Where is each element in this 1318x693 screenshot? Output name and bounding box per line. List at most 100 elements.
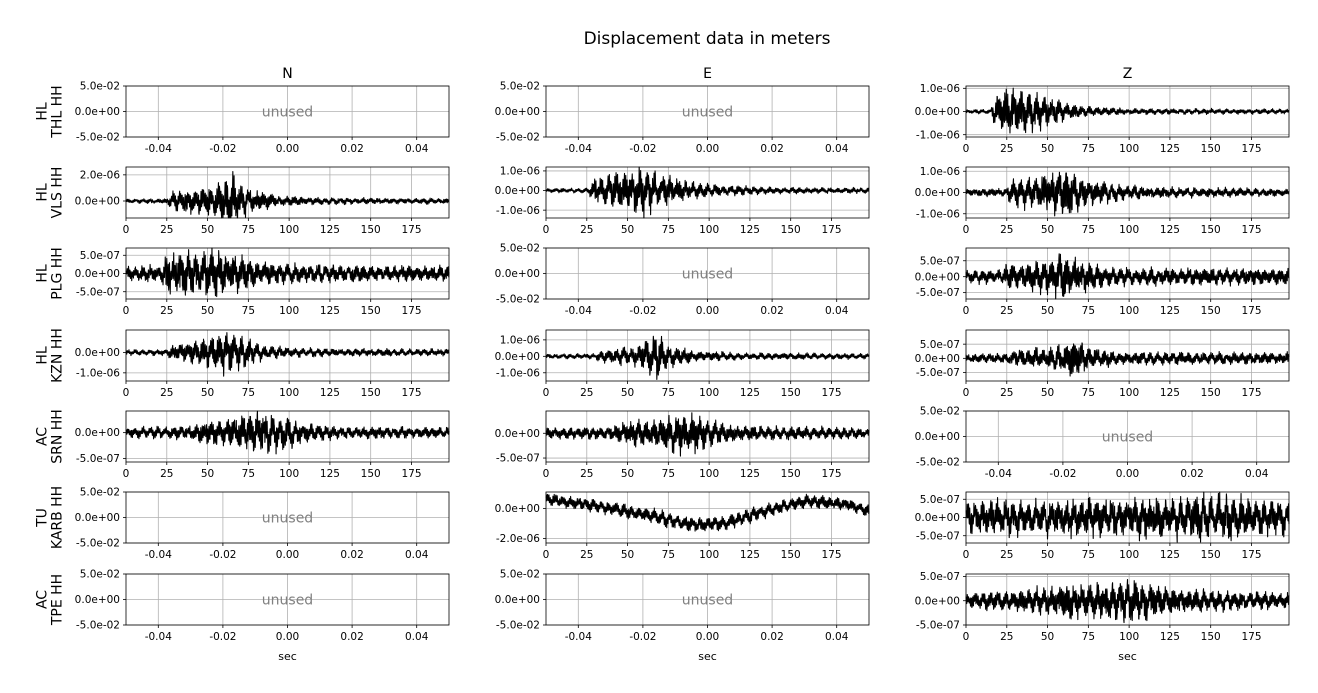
panel-z-data: 0 25 50 75 100 125 150 175 1.0e-06 0.0e+00 -1.0e-0… [915, 166, 1290, 236]
y-tick-label: 0.0e+00 [75, 106, 120, 118]
column-title-e: E [703, 66, 712, 82]
x-tick-label: 75 [662, 387, 675, 399]
panel-n-unused: unused -0.04 -0.02 0.00 0.02 0.04 5.0e-02 0.0e+… [75, 487, 450, 561]
y-tick-label: 0.0e+00 [495, 594, 540, 606]
x-tick-label: 0 [963, 631, 970, 643]
y-tick-label: -5.0e-02 [496, 132, 540, 144]
y-tick-label: 5.0e-07 [920, 339, 960, 351]
x-tick-label: 50 [621, 224, 634, 236]
x-tick-label: 0.00 [696, 143, 719, 155]
x-tick-label: 100 [699, 224, 719, 236]
x-tick-label: 0.00 [696, 631, 719, 643]
x-axis-label: sec [278, 650, 297, 663]
panel-frame [545, 410, 870, 463]
panel-e-data: 0 25 50 75 100 125 150 175 0.0e+00 -5.0e-07 [495, 410, 870, 480]
panel-e-data: 0 25 50 75 100 125 150 175 1.0e-06 0.0e+00 -1.0e-0… [495, 166, 870, 236]
y-tick-label: 0.0e+00 [75, 268, 120, 280]
y-tick-label: 0.0e+00 [495, 106, 540, 118]
panel-n-data: 0 25 50 75 100 125 150 175 0.0e+00 -5.0e-07 [75, 410, 450, 480]
x-tick-label: 150 [1201, 224, 1221, 236]
x-tick-label: 125 [740, 468, 760, 480]
x-tick-label: 0 [543, 387, 550, 399]
panel-frame [545, 329, 870, 382]
x-tick-label: 150 [1201, 387, 1221, 399]
y-tick-label: 0.0e+00 [915, 431, 960, 443]
unused-label: unused [1102, 430, 1153, 446]
x-tick-label: 0.02 [760, 143, 783, 155]
x-tick-label: 25 [1000, 224, 1013, 236]
y-tick-label: -1.0e-06 [916, 208, 960, 220]
x-tick-label: 0 [543, 224, 550, 236]
y-tick-label: 0.0e+00 [495, 268, 540, 280]
panel-n-unused: unused -0.04 -0.02 0.00 0.02 0.04 5.0e-02 0.0e+… [75, 569, 450, 663]
x-tick-label: 0.00 [1116, 468, 1139, 480]
x-tick-label: 50 [1041, 549, 1054, 561]
x-tick-label: 100 [1119, 387, 1139, 399]
x-tick-label: 100 [699, 549, 719, 561]
panel-frame [965, 329, 1290, 382]
panel-n-data: 0 25 50 75 100 125 150 175 0.0e+00 -1.0e-06 [75, 329, 450, 399]
panel-frame [545, 491, 870, 544]
x-tick-label: 25 [160, 468, 173, 480]
x-tick-label: 0.02 [340, 549, 363, 561]
y-tick-label: -1.0e-06 [76, 367, 120, 379]
x-tick-label: 0.04 [1245, 468, 1269, 480]
panel-n-data: 0 25 50 75 100 125 150 175 2.0e-06 0.0e+00 [75, 166, 450, 236]
waveform-trace [545, 166, 870, 219]
station-label: ACTPE HH [35, 574, 66, 626]
x-tick-label: 0 [123, 387, 130, 399]
unused-label: unused [262, 105, 313, 121]
y-tick-label: 5.0e-07 [920, 494, 960, 506]
x-tick-label: 0.02 [340, 143, 363, 155]
panel-frame [965, 573, 1290, 626]
x-tick-label: 125 [1160, 387, 1180, 399]
x-tick-label: 50 [1041, 143, 1054, 155]
x-tick-label: 175 [401, 224, 421, 236]
x-tick-label: 175 [401, 305, 421, 317]
y-tick-label: 5.0e-02 [500, 81, 540, 93]
x-tick-label: 0.02 [760, 631, 783, 643]
x-tick-label: 75 [1082, 305, 1095, 317]
x-tick-label: 175 [401, 387, 421, 399]
y-tick-label: 5.0e-07 [80, 250, 120, 262]
y-tick-label: 2.0e-06 [80, 169, 121, 181]
x-tick-label: 0 [123, 224, 130, 236]
y-tick-label: -1.0e-06 [496, 205, 540, 217]
x-axis-label: sec [698, 650, 717, 663]
x-tick-label: 0.04 [825, 631, 849, 643]
y-tick-label: 0.0e+00 [75, 427, 120, 439]
x-tick-label: 25 [1000, 143, 1013, 155]
station-label: HLKZN HH [35, 328, 66, 383]
x-tick-label: -0.02 [629, 631, 656, 643]
x-tick-label: 150 [361, 305, 381, 317]
y-tick-label: 0.0e+00 [75, 512, 120, 524]
x-tick-label: 125 [320, 387, 340, 399]
x-tick-label: 25 [580, 468, 593, 480]
x-tick-label: 0.04 [405, 549, 429, 561]
x-tick-label: 125 [1160, 143, 1180, 155]
y-tick-label: -5.0e-07 [916, 530, 960, 542]
x-tick-label: 175 [401, 468, 421, 480]
y-tick-label: 0.0e+00 [495, 185, 540, 197]
x-tick-label: 175 [1241, 549, 1261, 561]
y-tick-label: -5.0e-07 [916, 367, 960, 379]
station-label: TUKARB HH [35, 486, 66, 549]
x-tick-label: 75 [1082, 387, 1095, 399]
x-tick-label: 175 [1241, 387, 1261, 399]
x-tick-label: -0.02 [209, 549, 236, 561]
y-tick-label: -5.0e-02 [916, 457, 960, 469]
x-tick-label: 75 [1082, 143, 1095, 155]
x-tick-label: 0.00 [276, 143, 299, 155]
panel-z-unused: unused -0.04 -0.02 0.00 0.02 0.04 5.0e-02 0.0e+… [915, 406, 1290, 480]
y-tick-label: 0.0e+00 [915, 595, 960, 607]
y-tick-label: 0.0e+00 [915, 512, 960, 524]
y-tick-label: 0.0e+00 [75, 196, 120, 208]
waveform-trace [545, 412, 870, 457]
panel-grid: N E Z HLTHL HH unused -0.04 -0.02 0.00 0.02 0.04 5… [35, 66, 1290, 663]
panel-frame [545, 166, 870, 219]
x-tick-label: 150 [1201, 549, 1221, 561]
unused-label: unused [262, 593, 313, 609]
x-tick-label: 125 [1160, 224, 1180, 236]
x-tick-label: -0.02 [629, 305, 656, 317]
x-tick-label: 150 [1201, 305, 1221, 317]
